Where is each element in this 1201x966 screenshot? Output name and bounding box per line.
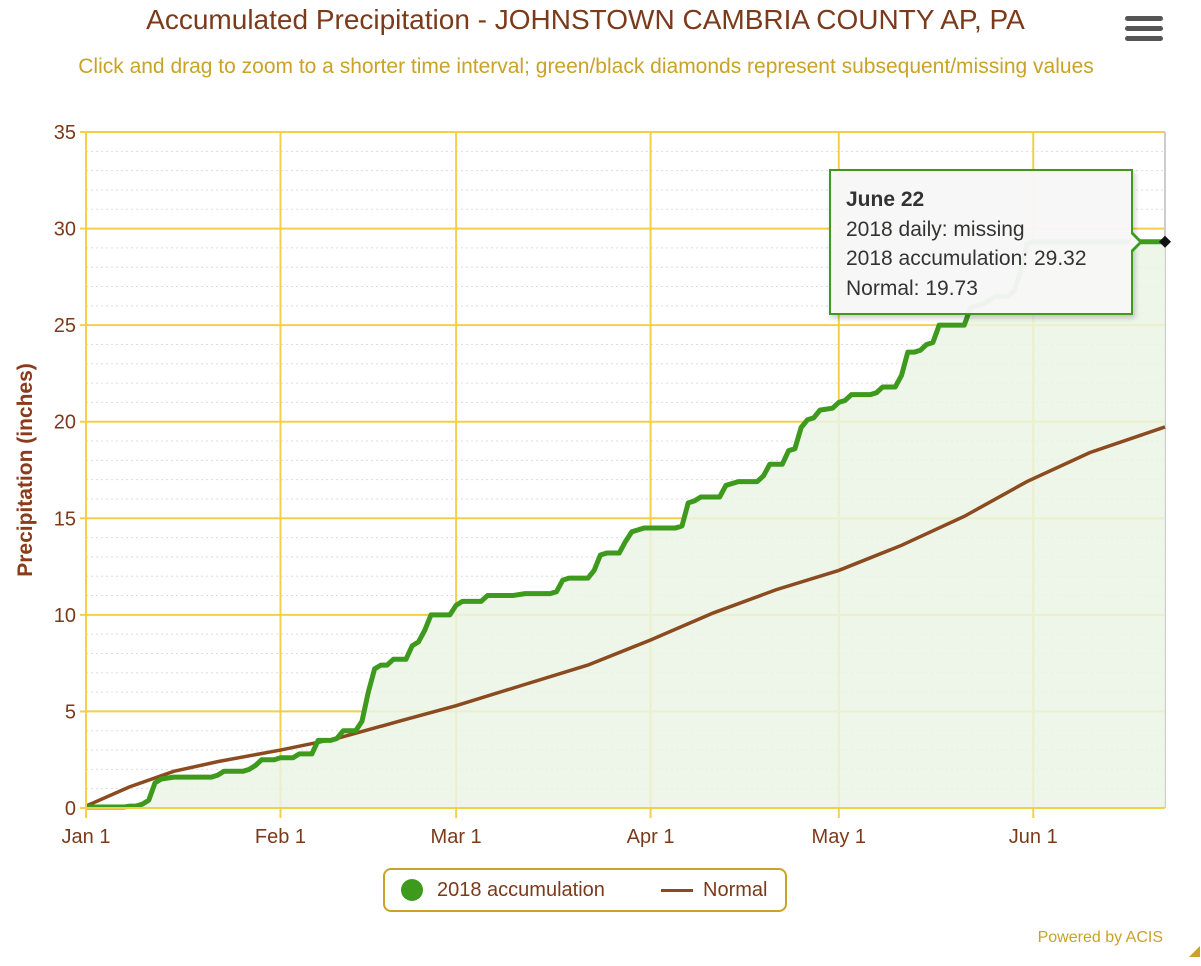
x-tick-label: Jan 1 xyxy=(62,826,111,848)
resize-handle-icon[interactable] xyxy=(1187,944,1201,958)
chart-title: Accumulated Precipitation - JOHNSTOWN CA… xyxy=(146,4,1025,35)
chart-subtitle: Click and drag to zoom to a shorter time… xyxy=(78,55,1094,78)
legend-item-normal[interactable]: Normal xyxy=(661,870,767,910)
legend-normal-line-icon xyxy=(661,888,693,892)
legend-accumulation-dot-icon xyxy=(401,879,423,901)
tooltip-accumulation: 2018 accumulation: 29.32 xyxy=(846,247,1087,270)
x-tick-label: Jun 1 xyxy=(1009,826,1058,848)
legend-normal-label: Normal xyxy=(703,878,768,901)
x-tick-label: May 1 xyxy=(812,826,866,848)
tooltip-normal: Normal: 19.73 xyxy=(846,276,978,300)
menu-bar-bottom xyxy=(1125,36,1163,41)
data-tooltip: June 22 2018 daily: missing 2018 accumul… xyxy=(829,169,1133,315)
missing-value-diamond xyxy=(1159,235,1171,248)
y-axis-label: Precipitation (inches) xyxy=(14,363,37,577)
y-tick-label: 15 xyxy=(54,508,76,530)
accumulation-series-line[interactable] xyxy=(86,239,1165,810)
y-tick-label: 35 xyxy=(54,122,76,144)
x-axis: Jan 1 Feb 1 Mar 1 Apr 1 May 1 Jun 1 xyxy=(62,807,1165,848)
chart-legend: 2018 accumulation Normal xyxy=(383,868,787,912)
accumulation-area-fill xyxy=(86,241,1165,808)
normal-series-line[interactable] xyxy=(85,425,1166,808)
legend-accumulation-label: 2018 accumulation xyxy=(437,878,605,901)
tooltip-date: June 22 xyxy=(846,188,925,211)
y-tick-label: 20 xyxy=(54,412,76,434)
x-tick-label: Mar 1 xyxy=(431,826,482,848)
menu-bar-top xyxy=(1125,16,1163,21)
tooltip-arrow-inner xyxy=(1130,233,1139,251)
y-tick-label: 0 xyxy=(65,798,76,820)
menu-bar-middle xyxy=(1125,26,1163,31)
y-tick-label: 5 xyxy=(65,701,76,723)
y-tick-label: 10 xyxy=(54,605,76,627)
x-tick-label: Apr 1 xyxy=(627,826,675,848)
y-axis: 0 5 10 15 20 25 30 35 xyxy=(54,122,87,820)
x-tick-label: Feb 1 xyxy=(255,826,306,848)
y-tick-label: 25 xyxy=(54,315,76,337)
legend-item-accumulation[interactable]: 2018 accumulation xyxy=(401,870,605,910)
powered-by-credit[interactable]: Powered by ACIS xyxy=(1037,929,1163,946)
tooltip-daily: 2018 daily: missing xyxy=(846,217,1025,241)
hamburger-menu-icon[interactable] xyxy=(1125,16,1163,48)
missing-value-markers xyxy=(1159,235,1171,248)
y-tick-label: 30 xyxy=(54,219,76,241)
